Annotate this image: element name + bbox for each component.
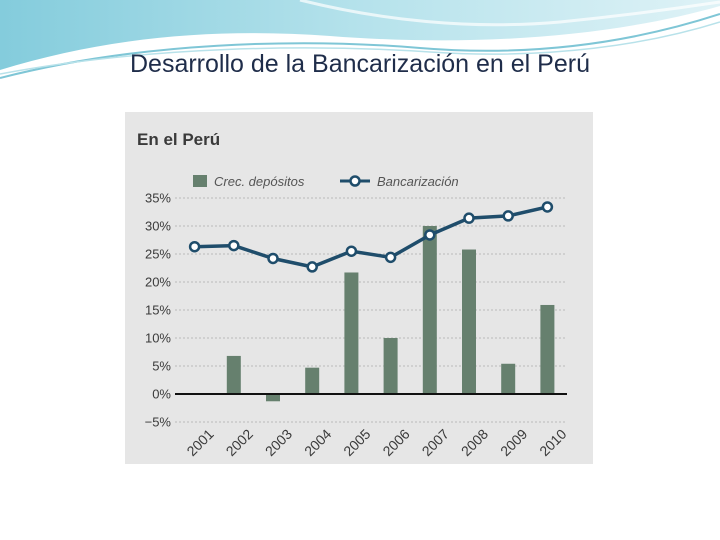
line-point-2002 xyxy=(228,239,240,252)
y-tick-label: 5% xyxy=(152,359,171,374)
y-tick-label: 0% xyxy=(152,387,171,402)
y-tick-label: 15% xyxy=(145,303,171,318)
line-series xyxy=(188,201,554,273)
bar-2003 xyxy=(266,394,280,402)
bar-2010 xyxy=(540,304,555,394)
y-tick-label: 20% xyxy=(145,275,171,290)
line-point-2003 xyxy=(267,252,279,265)
line-point-2009 xyxy=(502,210,514,222)
y-tick-label: 10% xyxy=(145,331,171,346)
x-tick-label: 2002 xyxy=(223,426,256,459)
legend-label-bar: Crec. depósitos xyxy=(214,174,305,189)
slide-title: Desarrollo de la Bancarización en el Per… xyxy=(130,50,590,78)
header-swoosh-decoration xyxy=(0,0,720,79)
x-tick-label: 2009 xyxy=(497,426,530,459)
bar-2009 xyxy=(501,363,516,394)
chart: En el Perú Crec. depósitos Bancarización… xyxy=(137,130,570,459)
legend-swatch-marker xyxy=(349,175,361,187)
chart-legend: Crec. depósitos Bancarización xyxy=(193,174,459,189)
x-tick-labels: 2001 2002 2003 2004 2005 2006 2007 2008 2009 2010 xyxy=(183,426,569,459)
chart-title: En el Perú xyxy=(137,130,220,149)
x-tick-label: 2010 xyxy=(536,426,569,459)
bar-2008 xyxy=(462,249,476,394)
x-tick-label: 2005 xyxy=(340,426,373,459)
bar-2004 xyxy=(305,367,320,394)
line-point-2006 xyxy=(384,251,397,264)
x-tick-label: 2004 xyxy=(301,426,334,459)
x-tick-label: 2003 xyxy=(262,426,295,459)
legend-label-line: Bancarización xyxy=(377,174,459,189)
x-tick-label: 2007 xyxy=(419,426,452,459)
line-point-2007 xyxy=(424,229,436,241)
line-point-2008 xyxy=(463,212,475,224)
bar-2007 xyxy=(422,226,437,394)
bancarizacion-line xyxy=(194,205,548,269)
y-tick-label: 35% xyxy=(145,191,171,206)
chart-panel: En el Perú Crec. depósitos Bancarización… xyxy=(125,112,593,464)
x-tick-label: 2006 xyxy=(379,426,412,459)
y-tick-labels: 35% 30% 25% 20% 15% 10% 5% 0% −5% xyxy=(145,191,172,430)
y-tick-label: −5% xyxy=(145,415,172,430)
bar-2006 xyxy=(383,338,398,394)
bar-2005 xyxy=(344,272,359,394)
x-tick-label: 2001 xyxy=(183,426,216,459)
legend-swatch-bar xyxy=(193,175,207,187)
bar-2002 xyxy=(226,355,241,394)
y-tick-label: 25% xyxy=(145,247,171,262)
y-tick-label: 30% xyxy=(145,219,171,234)
x-tick-label: 2008 xyxy=(458,426,491,459)
line-point-2005 xyxy=(345,245,358,257)
line-point-2010 xyxy=(541,201,554,213)
line-point-2004 xyxy=(306,261,318,273)
line-point-2001 xyxy=(188,240,201,253)
bar-series xyxy=(226,226,555,402)
